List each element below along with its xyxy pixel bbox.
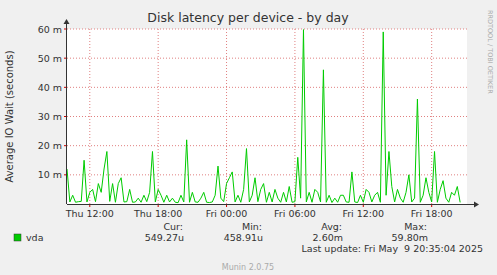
background: [0, 0, 497, 275]
grid-line: [226, 29, 227, 204]
y-axis-arrow: [64, 19, 70, 24]
last-update: Last update: Fri May 9 20:35:04 2025: [302, 243, 483, 254]
grid-line: [67, 87, 467, 88]
y-axis: [66, 23, 67, 204]
stat-value: 458.91u: [224, 232, 263, 243]
y-axis-label: Average IO Wait (seconds): [4, 50, 15, 182]
plot-marks: [67, 30, 460, 203]
grid-line: [363, 29, 364, 204]
grid-line: [294, 29, 295, 204]
grid-line: [67, 29, 467, 30]
y-tick-label: 40 m: [38, 82, 62, 93]
title: Disk latency per device - by day: [147, 10, 349, 25]
x-axis-arrow: [474, 202, 479, 208]
grid-line: [67, 145, 467, 146]
stat-value: 59.80m: [392, 232, 428, 243]
x-tick-label: Fri 12:00: [342, 208, 384, 219]
y-tick-label: 60 m: [38, 24, 62, 35]
legend-swatch: [14, 234, 21, 241]
x-tick-label: Thu 12:00: [65, 208, 114, 219]
x-axis: [67, 204, 475, 205]
x-tick-label: Fri 06:00: [274, 208, 316, 219]
chart: Disk latency per device - by day Average …: [0, 0, 497, 275]
plot-area: [67, 29, 467, 204]
stat-header: Min:: [242, 221, 262, 232]
grid-line: [67, 58, 467, 59]
grid-line: [158, 29, 159, 204]
grid-line: [431, 29, 432, 204]
series-line: [67, 30, 460, 203]
watermark: RRDTOOL / TOBI OETIKER: [486, 10, 494, 94]
grid-line: [89, 29, 90, 204]
stat-value: 2.60m: [313, 232, 343, 243]
stat-value: 549.27u: [145, 232, 184, 243]
y-tick-label: 10 m: [38, 169, 62, 180]
y-tick-label: 50 m: [38, 53, 62, 64]
y-tick-label: 20 m: [38, 140, 62, 151]
y-tick-label: 30 m: [38, 111, 62, 122]
x-tick-label: Fri 18:00: [411, 208, 453, 219]
stat-header: Cur:: [163, 221, 183, 232]
x-tick-label: Fri 00:00: [206, 208, 248, 219]
x-tick-label: Thu 18:00: [133, 208, 182, 219]
grid-line: [67, 174, 467, 175]
stat-header: Avg:: [321, 221, 342, 232]
legend-label: vda: [26, 232, 43, 243]
footer: Munin 2.0.75: [222, 263, 274, 272]
grid-line: [67, 116, 467, 117]
stat-header: Max:: [404, 221, 427, 232]
